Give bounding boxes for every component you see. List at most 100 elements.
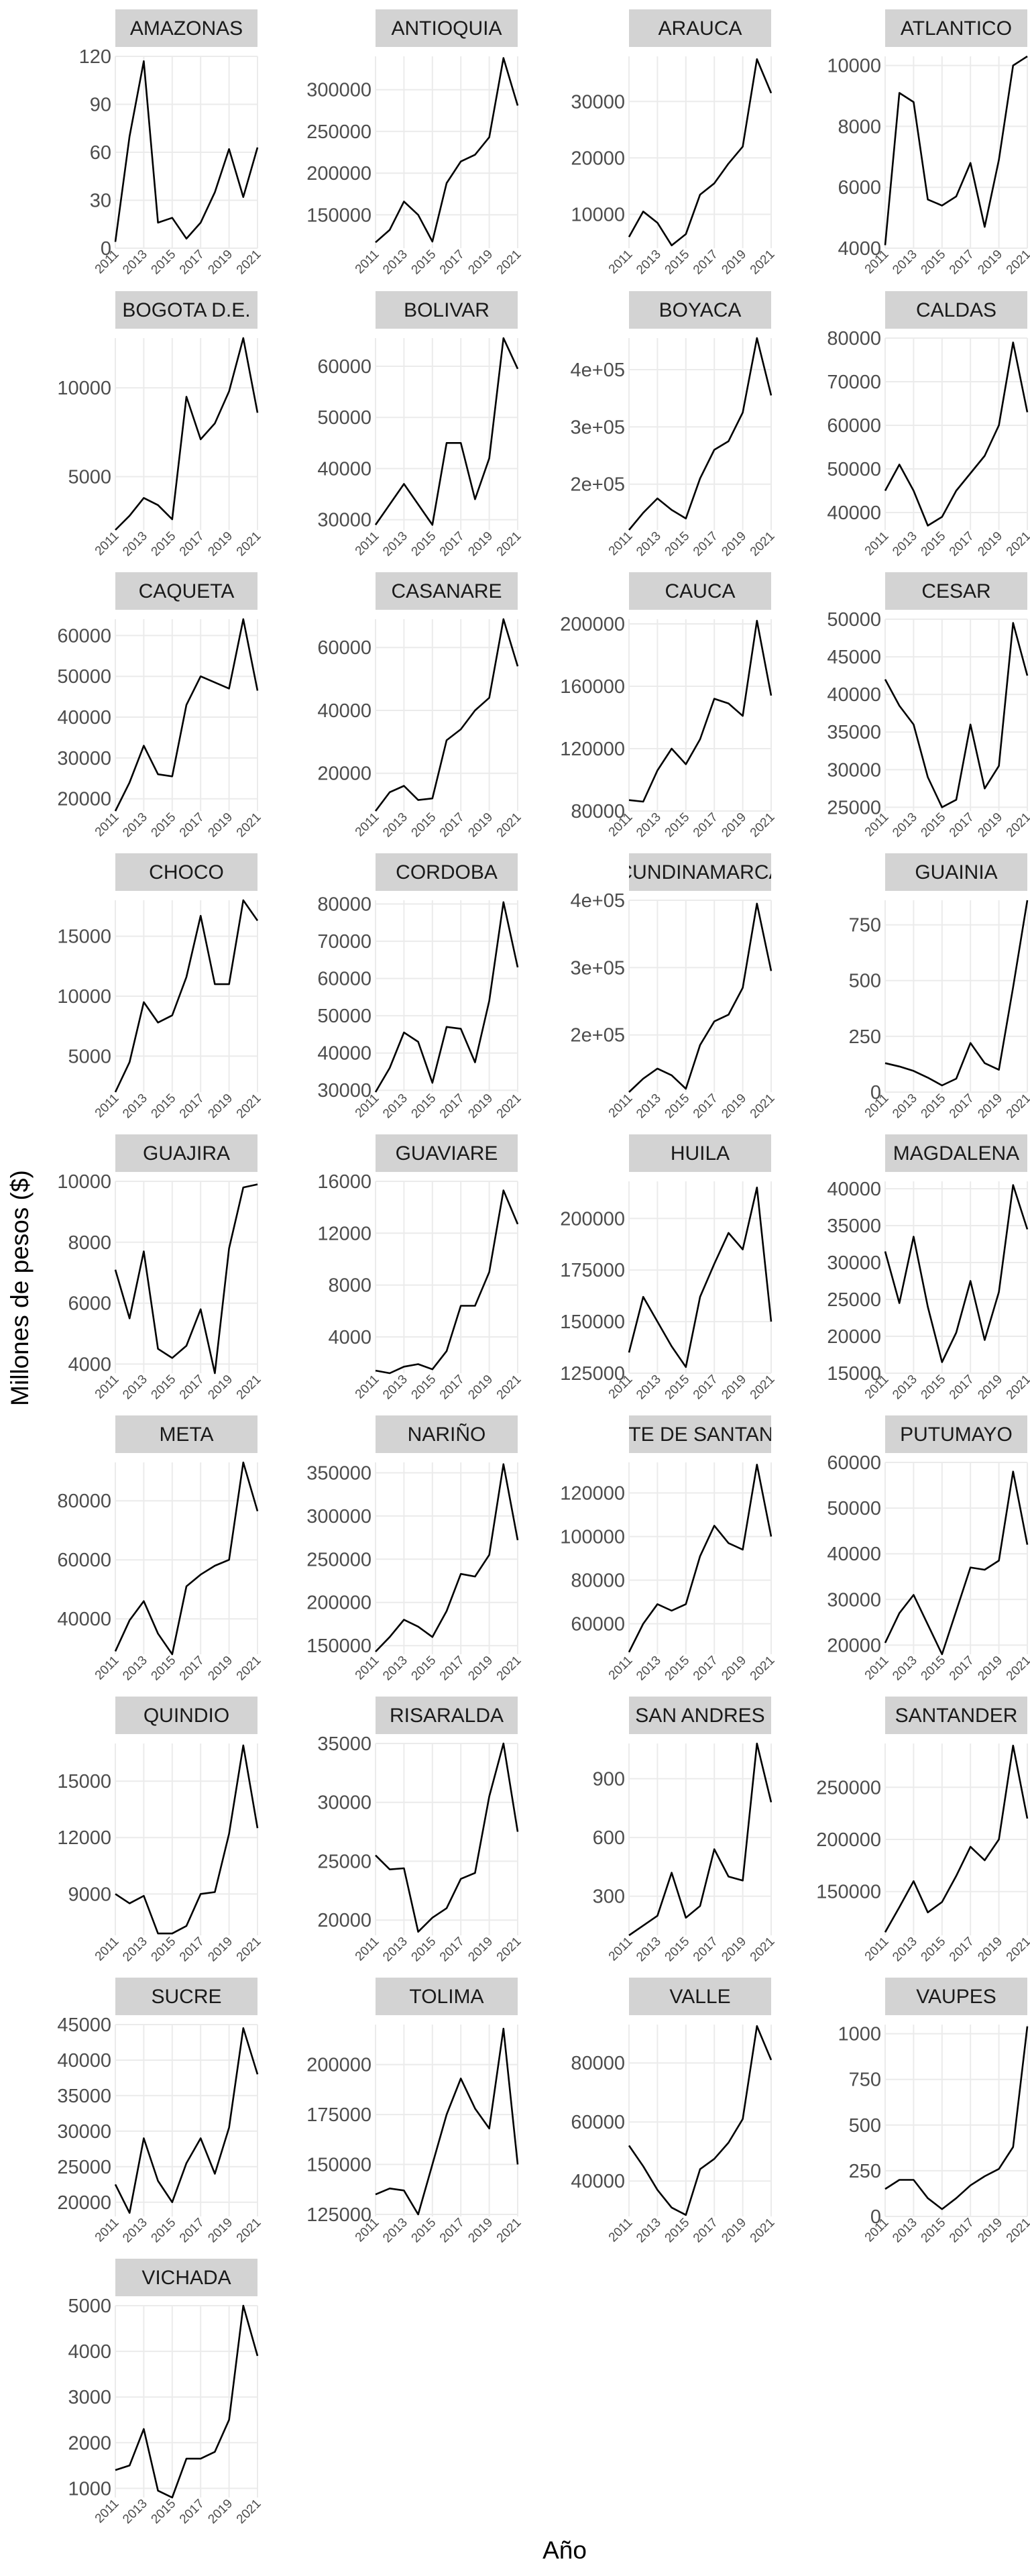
y-tick-label: 30000 [827, 1589, 881, 1611]
x-tick-label: 2013 [634, 810, 664, 841]
x-tick-label: 2013 [634, 529, 664, 559]
y-tick-label: 20000 [317, 1910, 371, 1931]
y-tick-label: 5000 [68, 2296, 111, 2317]
y-tick-label: 30000 [827, 759, 881, 781]
facet-title: BOGOTA D.E. [122, 299, 250, 321]
series-line [628, 2025, 772, 2216]
x-tick-label: 2011 [606, 1091, 636, 1121]
facet-title: ARAUCA [658, 17, 742, 40]
x-tick-label: 2011 [353, 248, 382, 277]
x-tick-label: 2013 [380, 248, 410, 278]
facet-panel: SANTANDER1500002000002500002011201320152… [816, 1697, 1030, 1964]
y-tick-label: 9000 [68, 1884, 111, 1905]
series-line [884, 341, 1029, 527]
series-line [114, 618, 259, 812]
x-tick-label: 2011 [93, 248, 122, 277]
facet-panel: NARIÑO 150000 200000 250000 300000 350000 2011… [306, 1415, 524, 1683]
facet-title: CUNDINAMARCA [618, 861, 782, 883]
y-tick-label: 6000 [68, 1293, 111, 1315]
x-tick-label: 2019 [465, 1654, 496, 1684]
facet-panel: VALLE 40000 60000 80000 20112013201520172019… [571, 1978, 778, 2245]
x-tick-label: 2019 [719, 1091, 749, 1122]
x-tick-label: 2021 [1004, 248, 1030, 278]
facet-strip [885, 291, 1027, 329]
x-tick-label: 2013 [120, 1935, 150, 1965]
x-tick-label: 2011 [353, 1935, 382, 1964]
x-tick-label: 2021 [494, 1654, 524, 1684]
x-tick-label: 2021 [748, 810, 778, 841]
x-tick-label: 2015 [149, 810, 179, 841]
y-tick-label: 4000 [838, 238, 881, 260]
y-tick-label: 30000 [571, 91, 625, 113]
x-tick-label: 2015 [149, 2216, 179, 2246]
facet-strip [376, 1134, 518, 1172]
x-tick-label: 2021 [494, 1091, 524, 1122]
x-tick-label: 2015 [919, 1654, 949, 1684]
facet-panel: CAQUETA 20000 30000 40000 50000 60000 20112013… [57, 572, 264, 840]
facet-title: HUILA [671, 1142, 730, 1165]
facet-strip [376, 9, 518, 47]
x-tick-label: 2013 [380, 1373, 410, 1403]
y-tick-label: 150000 [816, 1882, 881, 1903]
y-tick-label: 15000 [57, 926, 111, 948]
x-tick-label: 2013 [890, 810, 920, 841]
facet-title: PUTUMAYO [900, 1424, 1013, 1446]
x-tick-label: 2017 [691, 810, 721, 841]
y-tick-label: 6000 [838, 177, 881, 199]
x-tick-label: 2021 [494, 2216, 524, 2246]
y-tick-label: 200000 [306, 1593, 371, 1614]
x-tick-label: 2011 [93, 810, 122, 840]
facet-panel: CASANARE20000400006000020112013201520172… [317, 572, 524, 840]
series-line [628, 337, 772, 531]
y-tick-label: 300000 [306, 80, 371, 101]
x-tick-label: 2017 [437, 1935, 467, 1965]
x-tick-label: 2021 [748, 1373, 778, 1403]
series-line [375, 1463, 519, 1653]
y-tick-label: 50000 [57, 666, 111, 688]
facet-panel: BOGOTA D.E. 5000 10000 20112013201520172019… [57, 291, 264, 559]
facet-panel: CALDAS4000050000600007000080000201120132… [827, 291, 1030, 559]
x-tick-label: 2019 [465, 248, 496, 278]
x-tick-label: 2019 [719, 529, 749, 559]
x-tick-label: 2021 [1004, 1935, 1030, 1965]
y-tick-label: 25000 [827, 797, 881, 818]
series-line [375, 2027, 519, 2216]
facet-strip [629, 9, 771, 47]
series-line [884, 1184, 1029, 1363]
x-tick-label: 2019 [719, 1373, 749, 1403]
x-tick-label: 2011 [353, 810, 382, 840]
y-tick-label: 40000 [827, 684, 881, 706]
x-tick-label: 2017 [691, 1935, 721, 1965]
y-tick-label: 3e+05 [571, 417, 625, 438]
y-tick-label: 35000 [827, 1216, 881, 1237]
x-tick-label: 2013 [120, 248, 150, 278]
y-tick-label: 175000 [306, 2104, 371, 2126]
facet-strip [115, 853, 258, 891]
x-tick-label: 2021 [748, 529, 778, 559]
y-tick-label: 2000 [68, 2432, 111, 2454]
facet-panel: META 40000 60000 80000 201120132015201720192… [57, 1415, 264, 1683]
series-line [884, 1470, 1029, 1656]
x-tick-label: 2019 [975, 1935, 1005, 1965]
facet-strip [629, 1697, 771, 1734]
facet-title: CORDOBA [396, 861, 498, 883]
facet-panel: BOLIVAR300004000050000600002011201320152… [317, 291, 524, 559]
y-tick-label: 750 [849, 2070, 881, 2091]
y-tick-label: 4e+05 [571, 360, 625, 381]
facet-panel: HUILA12500015000017500020000020112013201… [560, 1134, 778, 1403]
x-tick-label: 2021 [748, 1091, 778, 1122]
facet-panel: CAUCA80000120000160000200000201120132015… [560, 572, 778, 841]
y-tick-label: 80000 [571, 1570, 625, 1592]
facet-panel: VAUPES 0 250 500 750 1000 20112013201520172019… [838, 1978, 1030, 2245]
y-tick-label: 2e+05 [571, 474, 625, 496]
y-tick-label: 40000 [57, 1609, 111, 1630]
facet-strip [115, 1134, 258, 1172]
facet-strip [376, 853, 518, 891]
x-tick-label: 2013 [120, 1091, 150, 1122]
x-tick-label: 2013 [120, 810, 150, 841]
x-tick-label: 2011 [353, 529, 382, 559]
y-tick-label: 100000 [560, 1527, 625, 1548]
facet-panel: ARAUCA 10000 20000 30000 2011201320152017201… [571, 9, 778, 277]
y-tick-label: 35000 [317, 1733, 371, 1755]
facet-panel: ANTIOQUIA1500002000002500003000002011201… [306, 9, 524, 277]
